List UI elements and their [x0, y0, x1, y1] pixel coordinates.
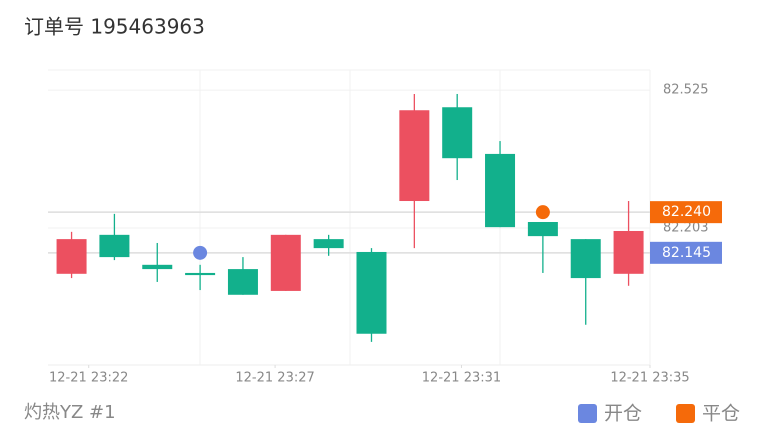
legend-swatch: [676, 404, 695, 423]
x-tick-label: 12-21 23:22: [49, 371, 128, 386]
y-tick-label: 82.203: [663, 220, 709, 235]
price-label-box: [650, 241, 722, 264]
candle-body: [99, 234, 130, 258]
candle-body: [570, 239, 601, 279]
price-label: 82.145: [662, 245, 711, 261]
legend-swatch: [578, 404, 597, 423]
legend-label: 平仓: [702, 403, 740, 425]
candle-body: [442, 107, 473, 159]
candle-body: [56, 239, 87, 274]
candle-body: [270, 234, 301, 291]
candle-body: [485, 153, 516, 228]
caption: 灼热YZ #1: [24, 402, 116, 423]
chart-title: 订单号 195463963: [24, 15, 205, 39]
candle-body: [399, 110, 430, 202]
candle-body: [227, 269, 258, 295]
x-tick-label: 12-21 23:35: [610, 371, 689, 386]
trade-marker: [193, 245, 208, 260]
candle-body: [142, 264, 173, 270]
legend-label: 开仓: [604, 403, 642, 425]
price-label: 82.240: [662, 204, 711, 220]
candle-body: [613, 230, 644, 274]
x-tick-label: 12-21 23:31: [422, 371, 501, 386]
candle-body: [185, 272, 216, 276]
x-tick-label: 12-21 23:27: [235, 371, 314, 386]
trade-marker: [535, 205, 550, 220]
candle-body: [527, 221, 558, 237]
candle-body: [356, 251, 387, 334]
candle-body: [313, 239, 344, 249]
y-tick-label: 82.525: [663, 83, 709, 98]
price-label-box: [650, 201, 722, 224]
